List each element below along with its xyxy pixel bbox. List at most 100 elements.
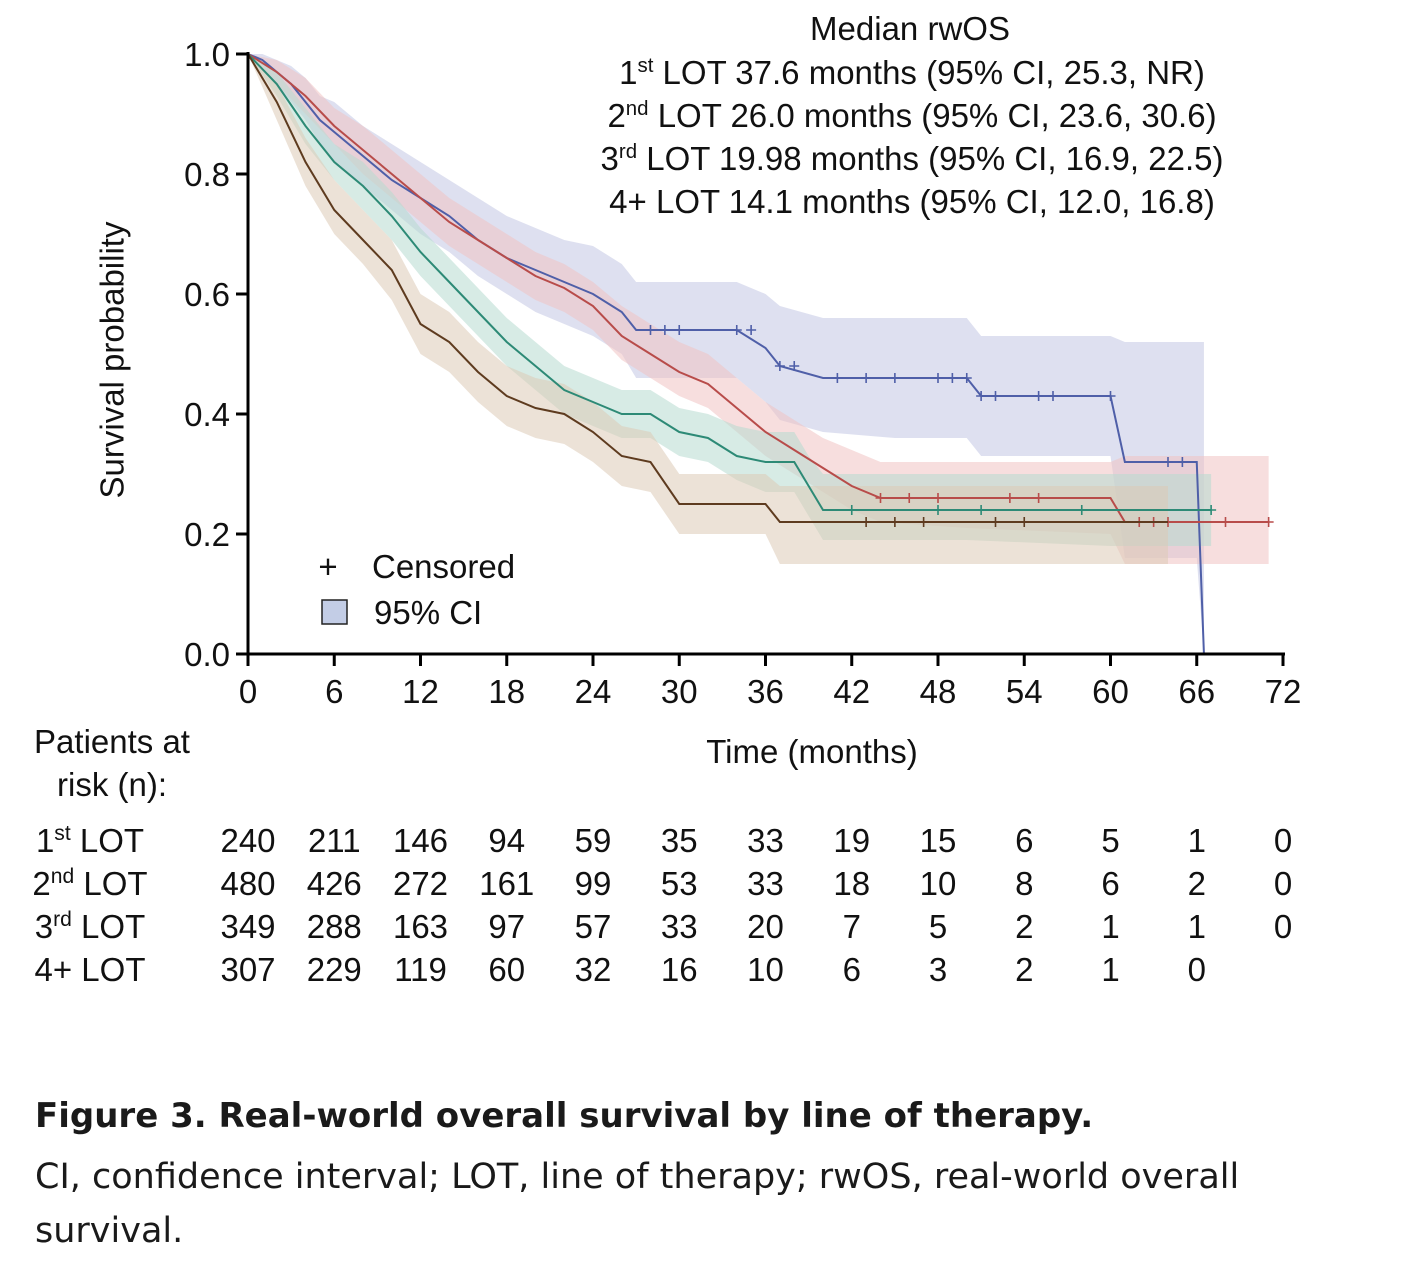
risk-count: 33: [747, 822, 784, 859]
censor-mark: [1263, 517, 1274, 527]
legend-ci: 95% CI: [374, 594, 482, 631]
risk-count: 349: [220, 908, 275, 945]
risk-count: 426: [307, 865, 362, 902]
censor-mark: [918, 517, 929, 527]
x-tick-label: 54: [1006, 673, 1043, 710]
risk-row-label-part: rd: [53, 908, 72, 931]
x-tick-label: 18: [488, 673, 525, 710]
risk-count: 163: [393, 908, 448, 945]
annotation-line-part: nd: [626, 97, 649, 120]
risk-count: 8: [1015, 865, 1033, 902]
risk-count: 16: [661, 951, 698, 988]
survival-line: [247, 53, 1212, 511]
risk-count: 211: [308, 822, 361, 859]
annotation-line-part: 1: [619, 54, 637, 91]
x-tick-label: 0: [239, 673, 257, 710]
risk-count: 146: [393, 822, 448, 859]
risk-count: 2: [1188, 865, 1206, 902]
risk-count: 10: [920, 865, 957, 902]
censor-mark: [861, 517, 872, 527]
risk-count: 0: [1274, 908, 1292, 945]
censor-mark: [990, 391, 1001, 401]
risk-count: 3: [929, 951, 947, 988]
legend-ci-swatch: [321, 599, 348, 625]
x-tick-label: 72: [1265, 673, 1302, 710]
censor-mark: [933, 505, 943, 515]
risk-count: 15: [920, 822, 957, 859]
risk-count: 7: [843, 908, 861, 945]
risk-count: 272: [393, 865, 448, 902]
censor-mark: [674, 325, 685, 335]
risk-count: 33: [661, 908, 698, 945]
risk-count: 1: [1188, 822, 1206, 859]
x-tick-label: 30: [661, 673, 698, 710]
censor-mark: [1177, 457, 1188, 467]
censor-mark: [846, 505, 857, 515]
risk-count: 19: [833, 822, 870, 859]
risk-count: 6: [1101, 865, 1119, 902]
y-tick-label: 0.4: [184, 396, 230, 433]
annotation-line-part: rd: [619, 140, 637, 163]
censor-mark: [889, 517, 900, 527]
risk-count: 240: [220, 822, 275, 859]
risk-count: 0: [1274, 865, 1292, 902]
censor-mark: [904, 493, 915, 503]
risk-row-label: 4+ LOT: [35, 951, 146, 988]
annotation-title: Median rwOS: [810, 10, 1010, 47]
risk-row-label-part: 2: [32, 865, 50, 902]
annotation-line: 3rd LOT 19.98 months (95% CI, 16.9, 22.5…: [601, 140, 1224, 177]
x-tick-label: 48: [920, 673, 957, 710]
annotation-line-part: st: [637, 54, 653, 77]
x-tick-label: 24: [575, 673, 612, 710]
censor-mark: [889, 373, 900, 383]
risk-row-label-part: st: [54, 822, 71, 845]
risk-row-label-part: LOT: [72, 951, 145, 988]
risk-title: Patients at: [34, 723, 190, 760]
censor-mark: [875, 493, 886, 503]
censor-mark: [933, 493, 943, 503]
annotation-line-part: LOT 26.0 months (95% CI, 23.6, 30.6): [649, 97, 1217, 134]
caption-title: Figure 3. Real-world overall survival by…: [35, 1096, 1094, 1136]
risk-count: 60: [488, 951, 525, 988]
risk-count: 1: [1101, 951, 1119, 988]
annotation-line-part: 3: [601, 140, 619, 177]
risk-count: 18: [833, 865, 870, 902]
risk-row-label-part: 3: [35, 908, 53, 945]
risk-count: 20: [747, 908, 784, 945]
censor-mark: [976, 505, 987, 515]
risk-count: 32: [575, 951, 612, 988]
censor-mark: [659, 325, 670, 335]
censor-symbol: +: [318, 548, 337, 585]
annotation-line-part: LOT 19.98 months (95% CI, 16.9, 22.5): [637, 140, 1223, 177]
risk-count: 35: [661, 822, 698, 859]
censor-mark: [1004, 493, 1015, 503]
risk-row-label: 1st LOT: [36, 822, 144, 859]
risk-row-label-part: 1: [36, 822, 54, 859]
y-tick-label: 0.0: [184, 636, 230, 673]
censor-mark: [1220, 517, 1231, 527]
censor-mark: [976, 391, 987, 401]
censor-mark: [1033, 391, 1044, 401]
censor-mark: [933, 373, 943, 383]
risk-count: 1: [1188, 908, 1206, 945]
risk-count: 2: [1015, 951, 1033, 988]
risk-count: 0: [1274, 822, 1292, 859]
censor-mark: [832, 373, 843, 383]
ci-band: [248, 54, 1204, 654]
risk-count: 307: [220, 951, 275, 988]
survival-line: [247, 53, 1168, 523]
censor-mark: [774, 361, 785, 371]
risk-count: 1: [1101, 908, 1119, 945]
chart: Survival probability Time (months) Media…: [32, 10, 1302, 988]
y-tick-label: 1.0: [184, 36, 230, 73]
caption-text: CI, confidence interval; LOT, line of th…: [35, 1157, 1240, 1251]
risk-count: 53: [661, 865, 698, 902]
censor-mark: [1048, 391, 1058, 401]
annotation-line-part: LOT 37.6 months (95% CI, 25.3, NR): [653, 54, 1204, 91]
censor-mark: [947, 373, 958, 383]
annotation-line-part: 2: [607, 97, 625, 134]
censor-mark: [961, 373, 972, 383]
risk-count: 10: [747, 951, 784, 988]
risk-count: 2: [1015, 908, 1033, 945]
annotation-line: 1st LOT 37.6 months (95% CI, 25.3, NR): [619, 54, 1205, 91]
